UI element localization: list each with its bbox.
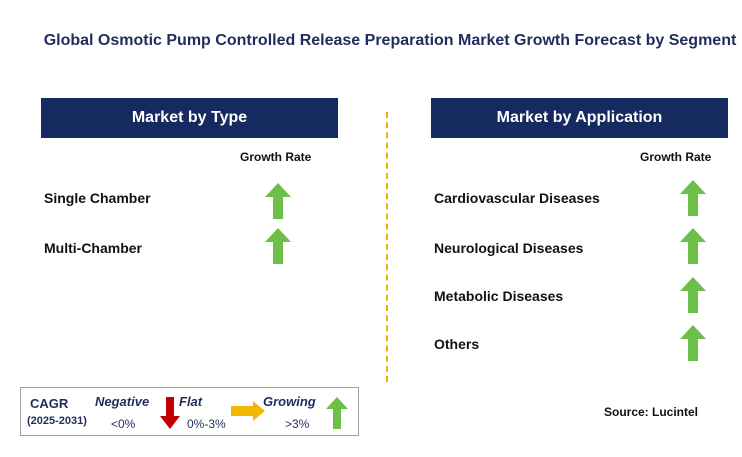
growing-arrow-icon [680,325,706,361]
growing-arrow-icon [265,183,291,219]
legend-negative-value: <0% [111,417,136,431]
application-panel-header: Market by Application [431,98,728,138]
cagr-legend: CAGR (2025-2031) Negative <0% Flat 0%-3%… [20,387,359,436]
chart-title: Global Osmotic Pump Controlled Release P… [43,32,737,49]
legend-flat-value: 0%-3% [187,417,226,431]
panel-divider [386,112,388,382]
type-item-single-chamber: Single Chamber [44,190,151,206]
growing-arrow-icon [265,228,291,264]
legend-period: (2025-2031) [27,415,87,427]
negative-arrow-icon [160,397,180,429]
legend-growing-value: >3% [285,417,310,431]
application-growth-rate-label: Growth Rate [640,150,712,164]
application-item-metabolic: Metabolic Diseases [434,288,564,304]
growing-arrow-icon [326,397,348,429]
legend-flat-label: Flat [179,394,203,409]
application-item-neurological: Neurological Diseases [434,240,584,256]
legend-growing-label: Growing [263,394,316,409]
growing-arrow-icon [680,277,706,313]
legend-cagr-label: CAGR [30,396,69,411]
legend-negative-label: Negative [95,394,150,409]
type-panel-header: Market by Type [41,98,338,138]
growing-arrow-icon [680,228,706,264]
source-label: Source: Lucintel [604,405,699,419]
type-growth-rate-label: Growth Rate [240,150,312,164]
growing-arrow-icon [680,180,706,216]
flat-arrow-icon [231,401,265,421]
application-item-cardiovascular: Cardiovascular Diseases [434,190,600,206]
type-item-multi-chamber: Multi-Chamber [44,240,142,256]
application-item-others: Others [434,336,480,352]
